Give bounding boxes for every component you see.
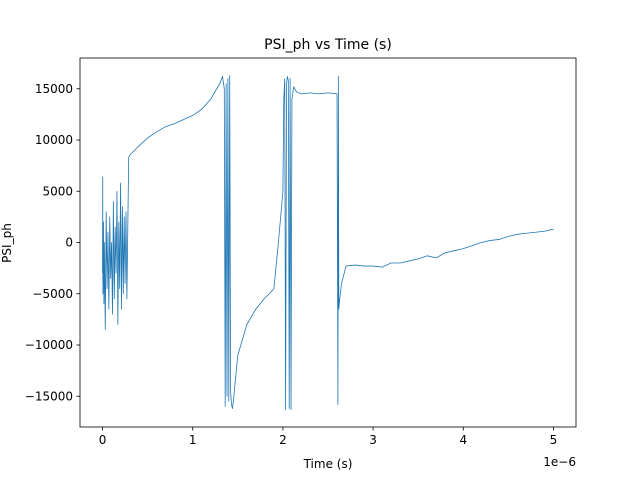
x-axis-title: Time (s) [303,457,353,471]
chart-title: PSI_ph vs Time (s) [264,37,392,53]
x-offset-label: 1e−6 [543,455,576,469]
y-tick-label: 5000 [42,184,73,198]
x-tick-label: 4 [459,433,467,447]
y-tick-label: 0 [65,236,73,250]
x-tick-label: 1 [189,433,197,447]
y-tick-label: 15000 [35,82,73,96]
y-tick-label: 10000 [35,133,73,147]
y-tick-label: −10000 [25,338,73,352]
x-tick-label: 0 [99,433,107,447]
axes-frame [79,57,577,428]
x-tick-label: 5 [550,433,558,447]
x-tick-label: 2 [279,433,287,447]
y-tick-label: −5000 [32,287,73,301]
x-axis: 0 1 2 3 4 5 [99,427,558,447]
series-line-0 [102,75,554,410]
y-tick-label: −15000 [25,389,73,403]
x-tick-label: 3 [369,433,377,447]
y-axis: −15000 −10000 −5000 0 5000 10000 15000 [25,82,80,403]
plot-area [102,75,554,410]
y-axis-title: PSI_ph [0,223,14,263]
